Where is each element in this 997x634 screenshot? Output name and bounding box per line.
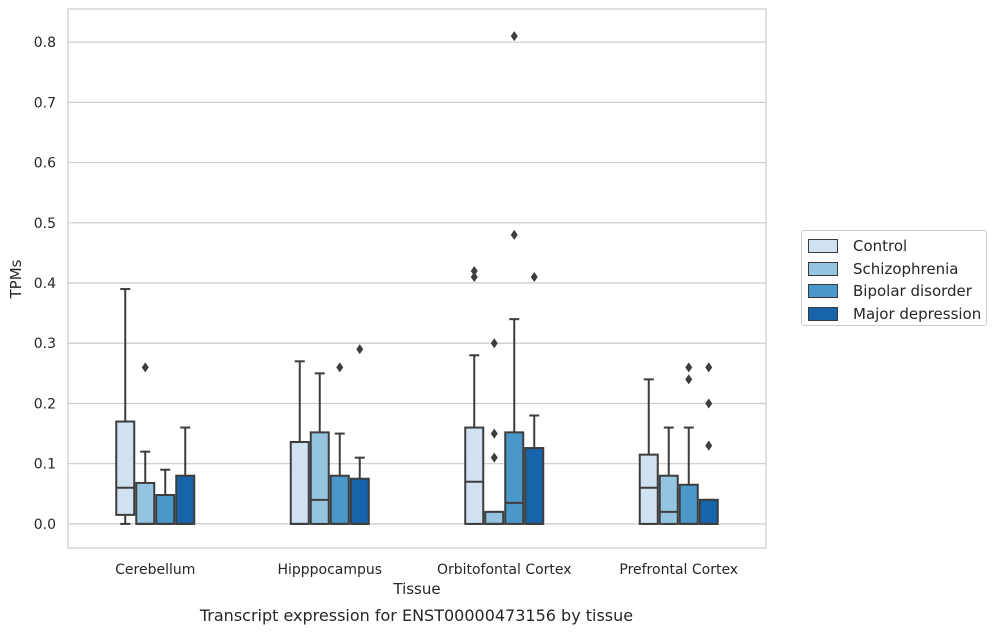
box-bipolar-disorder [329,362,350,525]
legend-label: Schizophrenia [853,259,959,278]
outlier-point [685,362,693,373]
plot-area-frame [67,8,767,549]
box-body [678,483,699,525]
legend-item: Control [808,235,986,258]
box-body [175,474,196,525]
outlier-point [490,428,498,439]
box-schizophrenia [135,362,156,525]
box-body [464,426,485,525]
legend-swatch [808,284,838,299]
box-body [698,498,719,525]
y-tick-labels: 0.0 0.1 0.2 0.3 0.4 0.5 0.6 0.7 0.8 [34,35,56,533]
legend-swatch [808,239,838,254]
outlier-point [490,338,498,349]
x-tick-label: Cerebellum [115,562,195,578]
y-tick-label: 0.3 [34,336,56,352]
legend-label: Major depression [853,304,982,323]
legend-label: Control [853,237,908,256]
outlier-point [470,265,478,276]
box-bipolar-disorder [678,362,699,525]
box-control [638,378,659,525]
box-body [289,441,310,525]
y-tick-label: 0.5 [34,216,56,232]
x-axis-label: Tissue [392,580,440,598]
outlier-point [530,271,538,282]
y-tick-label: 0.6 [34,156,56,172]
box-body [155,494,176,525]
box-body [638,453,659,525]
outlier-point [510,229,518,240]
legend-item: Major depression [808,303,986,326]
box-body [484,510,505,525]
y-tick-label: 0.2 [34,396,56,412]
box-schizophrenia [309,372,330,525]
legend-swatch [808,261,838,276]
box-body [524,447,545,525]
box-bipolar-disorder [155,468,176,525]
box-series [115,31,719,525]
box-major-depression [698,362,719,525]
chart-legend: Control Schizophrenia Bipolar disorder Majo… [801,230,987,326]
box-body [135,481,156,525]
outlier-point [470,271,478,282]
x-tick-label: Hipppocampus [277,562,382,578]
outlier-point [490,452,498,463]
box-major-depression [349,344,370,525]
box-control [464,265,485,525]
y-tick-label: 0.1 [34,457,56,473]
box-body [329,474,350,525]
box-schizophrenia [484,338,505,525]
box-body [115,420,136,516]
box-schizophrenia [658,426,679,525]
y-tick-label: 0.7 [34,95,56,111]
box-body [309,431,330,525]
legend-swatch [808,306,838,321]
legend-label: Bipolar disorder [853,282,972,301]
y-tick-label: 0.4 [34,276,56,292]
box-control [289,360,310,525]
x-tick-labels: Cerebellum Hipppocampus Orbitofontal Corte… [115,562,738,578]
outlier-point [336,362,344,373]
box-body [349,477,370,525]
outlier-point [705,362,713,373]
x-tick-label: Prefrontal Cortex [619,562,738,578]
box-control [115,288,136,525]
box-body [658,474,679,525]
x-tick-label: Orbitofontal Cortex [437,562,572,578]
y-tick-label: 0.0 [34,517,56,533]
outlier-point [705,440,713,451]
legend-item: Schizophrenia [808,258,986,281]
outlier-point [141,362,149,373]
outlier-point [356,344,364,355]
box-major-depression [175,426,196,525]
gridlines [68,41,766,525]
outlier-point [705,398,713,409]
outlier-point [685,374,693,385]
box-major-depression [524,271,545,525]
chart-caption: Transcript expression for ENST0000047315… [199,606,634,625]
y-tick-label: 0.8 [34,35,56,51]
box-body [504,431,525,525]
y-axis-label: TPMs [7,259,25,299]
legend-item: Bipolar disorder [808,280,986,303]
outlier-point [510,31,518,42]
box-bipolar-disorder [504,31,525,525]
